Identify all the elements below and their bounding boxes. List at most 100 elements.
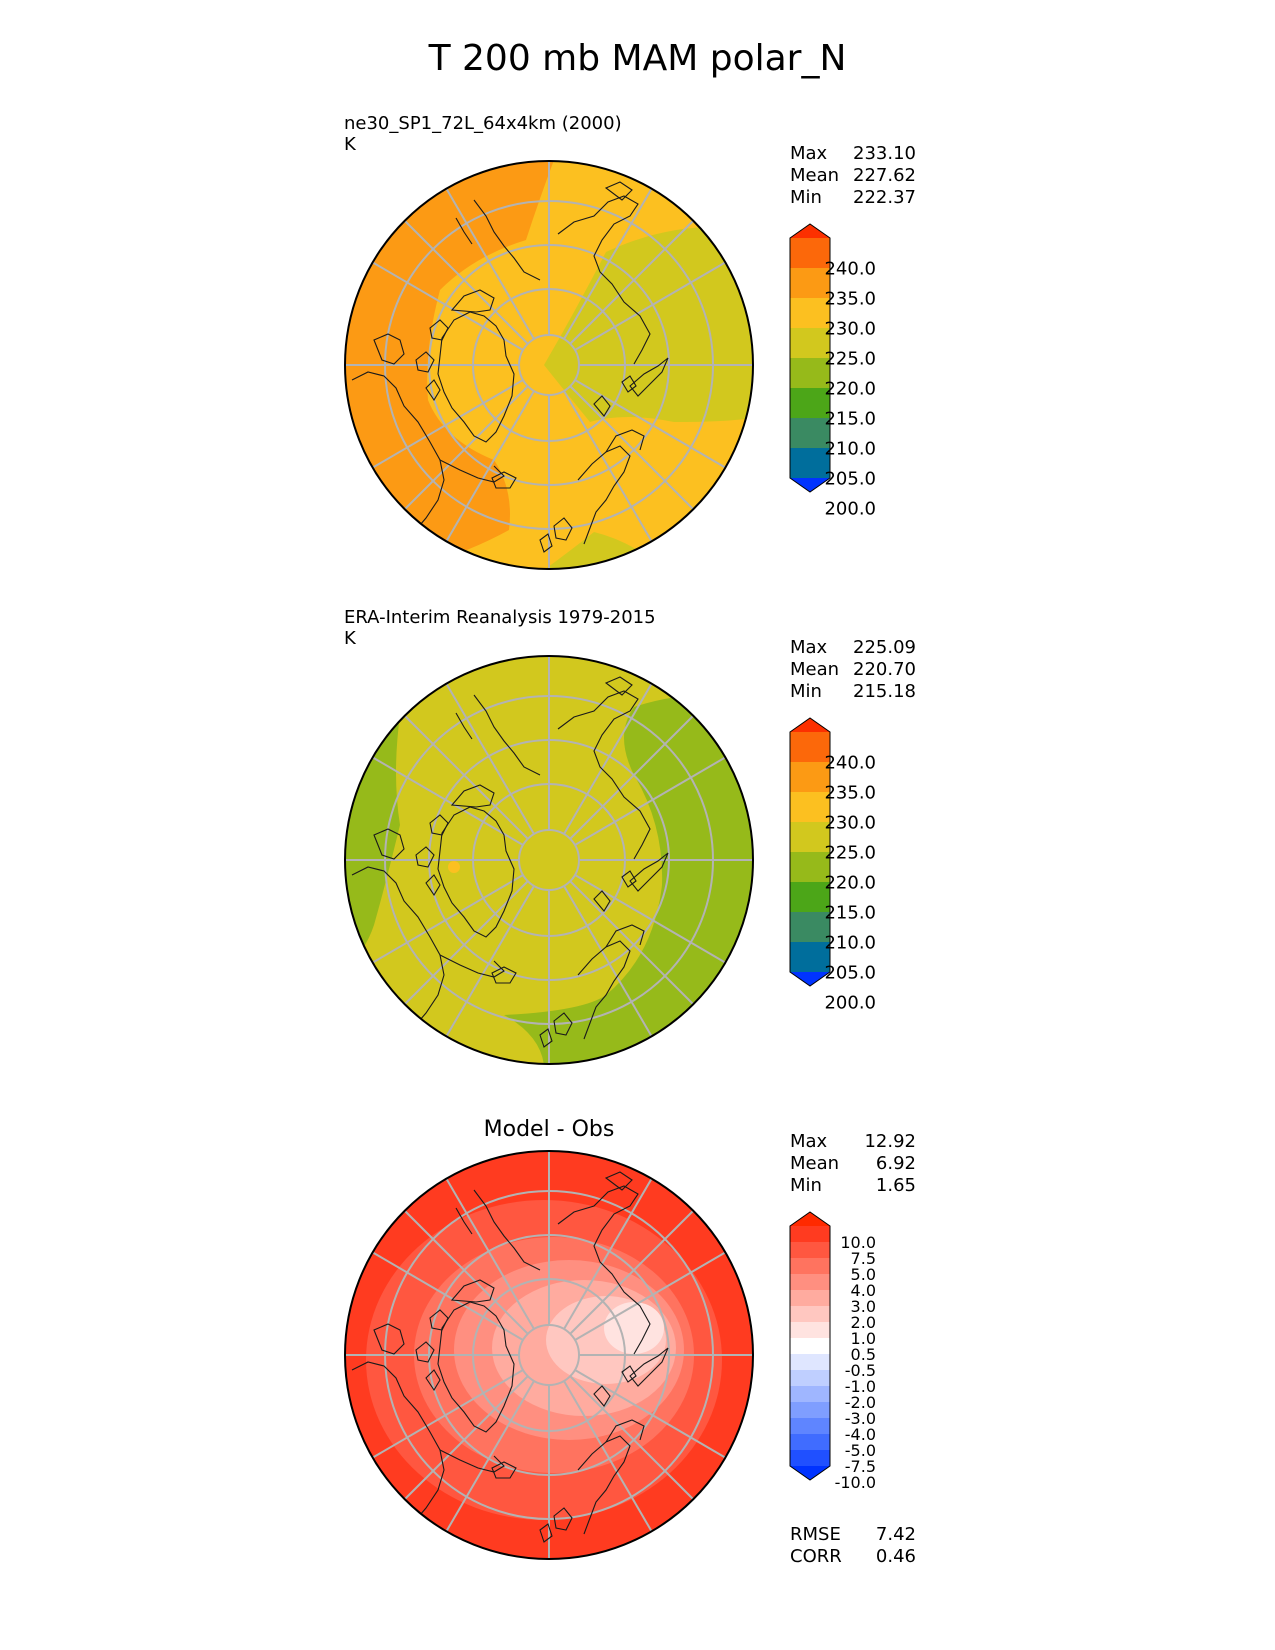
ref-stats: Max 225.09 Mean 220.70 Min 215.18	[790, 637, 916, 703]
colorbar-tick-label: 210.0	[824, 932, 876, 953]
stat-max: 225.09	[853, 637, 916, 658]
colorbar-segment	[790, 298, 830, 329]
colorbar-segment	[790, 1274, 830, 1291]
map-boundary	[344, 160, 754, 570]
colorbar-segment	[790, 1290, 830, 1307]
colorbar-tick-label: 4.0	[851, 1281, 876, 1300]
colorbar-extend-low	[790, 478, 830, 492]
colorbar-tick-label: 1.0	[851, 1329, 876, 1348]
colorbar-tick-label: -5.0	[845, 1441, 876, 1460]
colorbar-segment	[790, 358, 830, 389]
colorbar-tick-label: 3.0	[851, 1297, 876, 1316]
colorbar-segment	[790, 852, 830, 883]
colorbar-segment	[790, 1242, 830, 1259]
colorbar-tick-label: 200.0	[824, 992, 876, 1013]
metric-label: CORR	[790, 1546, 842, 1567]
test-colorbar: 240.0 235.0 230.0 225.0 220.0 215.0 210.0 205.0…	[789, 223, 876, 519]
colorbar-segment	[790, 1370, 830, 1387]
colorbar-tick-label: 205.0	[824, 962, 876, 983]
field-region-230-235	[345, 161, 554, 569]
diff-metrics: RMSE 7.42 CORR 0.46	[790, 1524, 916, 1568]
metric-rmse: 7.42	[875, 1524, 916, 1545]
stat-min: 1.65	[875, 1175, 916, 1196]
colorbar-tick-label: 235.0	[824, 782, 876, 803]
colorbar-segment	[790, 1226, 830, 1243]
colorbar-tick-label: 235.0	[824, 288, 876, 309]
colorbar-tick-label: 215.0	[824, 408, 876, 429]
test-stats: Max 233.10 Mean 227.62 Min 222.37	[790, 143, 916, 209]
colorbar-outline	[789, 1211, 831, 1481]
colorbar-segment	[790, 1418, 830, 1435]
colorbar-segment	[790, 912, 830, 943]
stat-label: Min	[790, 187, 822, 208]
colorbar-tick-label: 230.0	[824, 812, 876, 833]
colorbar-segment	[790, 388, 830, 419]
colorbar-extend-low	[790, 972, 830, 986]
colorbar-segment	[790, 418, 830, 449]
colorbar-tick-label: 205.0	[824, 468, 876, 489]
colorbar-segment	[790, 448, 830, 479]
diff-title: Model - Obs	[483, 1117, 615, 1142]
colorbar-segment	[790, 732, 830, 763]
colorbar-segment	[790, 1354, 830, 1371]
figure-title: T 200 mb MAM polar_N	[428, 38, 847, 79]
colorbar-tick-label: 7.5	[851, 1249, 876, 1268]
ref-case-name-block: ERA-Interim Reanalysis 1979-2015 K	[344, 607, 656, 649]
colorbar-extend-high	[790, 224, 830, 238]
colorbar-tick-label: 2.0	[851, 1313, 876, 1332]
colorbar-tick-label: 240.0	[824, 258, 876, 279]
colorbar-tick-label: 230.0	[824, 318, 876, 339]
diff-stats: Max 12.92 Mean 6.92 Min 1.65	[790, 1131, 916, 1197]
stat-min: 215.18	[853, 681, 916, 702]
colorbar-segment	[790, 268, 830, 299]
colorbar-extend-high	[790, 1212, 830, 1226]
stat-max: 12.92	[864, 1131, 916, 1152]
stat-label: Max	[790, 637, 828, 658]
colorbar-segment	[790, 822, 830, 853]
colorbar-segment	[790, 238, 830, 269]
colorbar-tick-label: 225.0	[824, 842, 876, 863]
colorbar-segment	[790, 328, 830, 359]
colorbar-segment	[790, 792, 830, 823]
colorbar-segment	[790, 942, 830, 973]
colorbar-extend-high	[790, 718, 830, 732]
stat-mean: 227.62	[853, 165, 916, 186]
colorbar-segment	[790, 1322, 830, 1339]
diff-polar-map	[344, 1150, 754, 1560]
colorbar-tick-label: 225.0	[824, 348, 876, 369]
metric-label: RMSE	[790, 1524, 841, 1545]
colorbar-tick-label: 10.0	[840, 1233, 876, 1252]
field-region-0-1	[604, 1302, 664, 1354]
colorbar-tick-label: 210.0	[824, 438, 876, 459]
colorbar-tick-label: 215.0	[824, 902, 876, 923]
test-case-name: ne30_SP1_72L_64x4km (2000)	[344, 113, 622, 134]
colorbar-tick-label: -0.5	[845, 1361, 876, 1380]
colorbar-segment	[790, 1338, 830, 1355]
colorbar-tick-label: 5.0	[851, 1265, 876, 1284]
colorbar-extend-low	[790, 1466, 830, 1480]
colorbar-tick-label: 220.0	[824, 872, 876, 893]
colorbar-outline	[789, 223, 831, 493]
colorbar-segment	[790, 882, 830, 913]
field-spot-225-230	[448, 861, 460, 873]
colorbar-tick-label: -7.5	[845, 1457, 876, 1476]
ref-polar-map	[344, 655, 754, 1065]
ref-units: K	[344, 628, 356, 649]
colorbar-segment	[790, 1434, 830, 1451]
field-region-215-220-east	[504, 656, 753, 1064]
stat-label: Mean	[790, 659, 840, 680]
test-units: K	[344, 134, 356, 155]
colorbar-tick-label: 240.0	[824, 752, 876, 773]
colorbar-outline	[789, 717, 831, 987]
stat-label: Mean	[790, 165, 840, 186]
colorbar-tick-label: -10.0	[835, 1473, 876, 1492]
colorbar-tick-label: 0.5	[851, 1345, 876, 1364]
stat-mean: 220.70	[853, 659, 916, 680]
test-case-name-block: ne30_SP1_72L_64x4km (2000) K	[344, 113, 622, 155]
colorbar-tick-label: -2.0	[845, 1393, 876, 1412]
map-boundary	[344, 1150, 754, 1560]
diff-colorbar: 10.07.55.04.03.02.01.00.5-0.5-1.0-2.0-3.…	[789, 1211, 876, 1492]
stat-label: Min	[790, 681, 822, 702]
stat-mean: 6.92	[875, 1153, 916, 1174]
stat-max: 233.10	[853, 143, 916, 164]
